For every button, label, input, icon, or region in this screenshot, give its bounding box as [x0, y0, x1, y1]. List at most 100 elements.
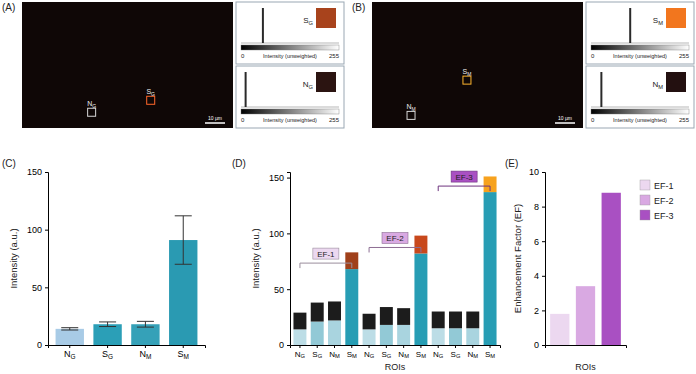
x-tick-mark: [438, 345, 439, 348]
group-label-box: [451, 171, 477, 182]
y-axis-title: Enhancement Factor (EF): [512, 204, 523, 313]
x-axis-line: [291, 346, 501, 349]
histogram-baseline: [241, 43, 339, 44]
y-tick-mark: [542, 172, 545, 173]
y-tick: 8: [534, 202, 545, 212]
y-axis-title: Intensity (a.u.): [250, 228, 261, 288]
y-tick-label: 0: [37, 340, 42, 350]
histogram-tick-label: 0: [241, 53, 245, 59]
x-tick-label: NG: [295, 350, 306, 360]
panel-label: (B): [352, 2, 365, 13]
x-tick: SG: [312, 345, 322, 359]
label-subscript: M: [473, 353, 478, 359]
y-tick: 150: [269, 173, 290, 183]
error-bar: [145, 321, 146, 327]
x-axis-title: ROIs: [575, 362, 596, 372]
histogram-frame: [236, 2, 344, 64]
bar-segment: [293, 313, 306, 330]
label-subscript: G: [92, 103, 96, 109]
y-tick-mark: [45, 172, 48, 173]
histogram-baseline: [591, 107, 689, 108]
scale-bar: [555, 122, 575, 124]
histogram-peak: [262, 8, 264, 43]
label-subscript: G: [309, 84, 314, 90]
x-tick-label: SG: [102, 349, 113, 360]
bar-segment: [328, 301, 341, 320]
swatch-label: NM: [652, 80, 663, 90]
y-tick-mark: [45, 345, 48, 346]
histogram-marks: [601, 72, 602, 107]
bar-segment: [363, 314, 376, 330]
image-panel: (B)SMNM10 µm0255Intensity (unweighted)SM…: [352, 2, 694, 128]
histogram-baseline: [241, 107, 339, 108]
y-tick: 50: [32, 283, 48, 293]
scale-bar-label: 10 µm: [208, 115, 222, 121]
roi-label: SM: [463, 68, 472, 77]
label-subscript: M: [352, 353, 357, 359]
histogram: 0255Intensity (unweighted)NG: [236, 66, 344, 128]
roi-label: SG: [146, 88, 155, 97]
y-tick-mark: [542, 241, 545, 242]
x-tick-label: SG: [451, 350, 461, 360]
plot-marks: [550, 193, 621, 345]
y-tick: 0: [534, 340, 545, 350]
y-tick: 0: [37, 340, 48, 350]
x-tick: NM: [467, 345, 478, 359]
x-tick-mark: [472, 345, 473, 348]
swatch-label: SM: [653, 16, 663, 26]
y-tick-mark: [45, 287, 48, 288]
bar: [550, 314, 569, 345]
group-label-box: [313, 248, 339, 259]
histogram-peak: [245, 72, 247, 107]
x-tick-label: SM: [178, 349, 189, 360]
x-tick-mark: [183, 345, 184, 348]
group-bracket: [438, 186, 490, 191]
roi-box: [463, 76, 471, 84]
x-tick: SG: [381, 345, 391, 359]
y-tick-mark: [287, 289, 290, 290]
scale-bar-label: 10 µm: [558, 115, 572, 121]
error-cap: [99, 326, 116, 327]
error-cap: [137, 327, 154, 328]
histogram-peak: [600, 72, 602, 107]
error-bar: [107, 322, 108, 327]
micrograph: [372, 2, 583, 128]
y-tick-mark: [542, 310, 545, 311]
bar-segment: [466, 328, 479, 345]
bar: [93, 324, 121, 345]
y-axis: 050100150: [27, 167, 49, 350]
histogram-frame: [236, 66, 344, 128]
y-tick-label: 150: [27, 167, 42, 177]
histogram-baseline: [591, 43, 689, 44]
x-tick-label: SG: [312, 350, 322, 360]
roi-swatch: [316, 8, 336, 28]
legend-label: EF-3: [654, 211, 674, 221]
x-tick-mark: [145, 345, 146, 348]
histogram-tick-label: 255: [679, 117, 690, 123]
bar-segment: [311, 303, 324, 322]
bar-segment: [363, 329, 376, 345]
y-tick-label: 8: [534, 202, 539, 212]
plot-marks: [56, 216, 198, 345]
y-tick-label: 0: [534, 340, 539, 350]
bar-segment: [484, 192, 497, 345]
y-tick-mark: [542, 345, 545, 346]
label-subscript: G: [456, 353, 461, 359]
y-axis-title: Intensity (a.u.): [8, 228, 19, 288]
label-subscript: G: [370, 353, 375, 359]
x-tick-mark: [317, 345, 318, 348]
label-subscript: M: [335, 353, 340, 359]
y-axis: 050100150: [269, 173, 291, 351]
plot-marks: [293, 176, 496, 345]
y-tick: 100: [269, 229, 290, 239]
y-tick-label: 4: [534, 271, 539, 281]
label-subscript: M: [467, 71, 471, 77]
bar-segment: [328, 320, 341, 345]
figure-container: (A)SGNG10 µm0255Intensity (unweighted)SG…: [0, 0, 696, 374]
legend-swatch: [640, 180, 650, 190]
x-tick-label: NM: [467, 350, 478, 360]
bar-segment: [432, 312, 445, 329]
x-tick-mark: [299, 345, 300, 348]
x-tick: NG: [364, 345, 375, 359]
label-subscript: M: [411, 106, 415, 112]
